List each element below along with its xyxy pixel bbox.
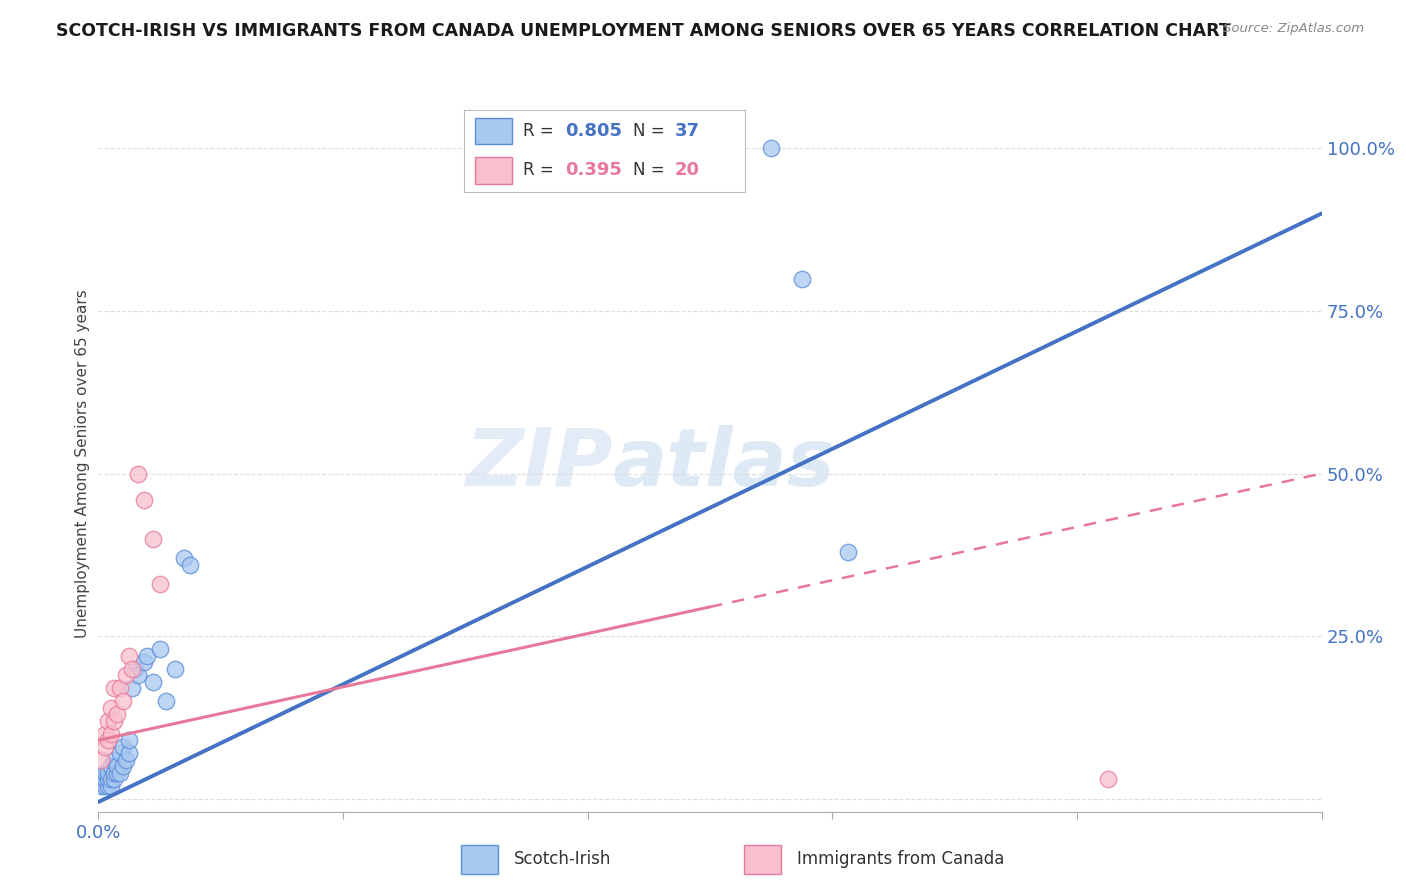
Text: ZIP: ZIP bbox=[465, 425, 612, 503]
Point bbox=[108, 765, 131, 780]
Point bbox=[97, 779, 120, 793]
Point bbox=[105, 759, 128, 773]
Point bbox=[90, 779, 112, 793]
Text: R =: R = bbox=[523, 161, 560, 179]
Point bbox=[111, 694, 134, 708]
Point bbox=[759, 141, 782, 155]
Text: atlas: atlas bbox=[612, 425, 835, 503]
Point bbox=[790, 271, 813, 285]
Y-axis label: Unemployment Among Seniors over 65 years: Unemployment Among Seniors over 65 years bbox=[75, 290, 90, 638]
Text: 0.805: 0.805 bbox=[565, 122, 623, 140]
Text: Source: ZipAtlas.com: Source: ZipAtlas.com bbox=[1223, 22, 1364, 36]
Bar bbox=[475, 118, 512, 145]
Bar bbox=[744, 845, 782, 874]
Point bbox=[105, 707, 128, 722]
Point bbox=[93, 772, 115, 787]
Point bbox=[93, 779, 115, 793]
Point bbox=[134, 492, 156, 507]
Point bbox=[149, 642, 172, 657]
Point bbox=[134, 655, 156, 669]
Point bbox=[121, 662, 143, 676]
Text: SCOTCH-IRISH VS IMMIGRANTS FROM CANADA UNEMPLOYMENT AMONG SENIORS OVER 65 YEARS : SCOTCH-IRISH VS IMMIGRANTS FROM CANADA U… bbox=[56, 22, 1232, 40]
Point bbox=[100, 772, 122, 787]
Point bbox=[97, 765, 120, 780]
Point bbox=[105, 765, 128, 780]
Text: Immigrants from Canada: Immigrants from Canada bbox=[797, 849, 1004, 868]
Point bbox=[121, 681, 143, 695]
Text: Scotch-Irish: Scotch-Irish bbox=[515, 849, 612, 868]
Point bbox=[103, 753, 125, 767]
Point bbox=[115, 668, 138, 682]
Point bbox=[93, 739, 115, 754]
Point bbox=[118, 746, 141, 760]
Point bbox=[97, 714, 120, 728]
Point bbox=[837, 544, 859, 558]
Point bbox=[103, 772, 125, 787]
Point bbox=[103, 765, 125, 780]
Point bbox=[90, 753, 112, 767]
Point bbox=[179, 558, 201, 572]
Point bbox=[103, 681, 125, 695]
Point bbox=[118, 733, 141, 747]
Point bbox=[115, 753, 138, 767]
Point bbox=[93, 765, 115, 780]
Point bbox=[173, 551, 195, 566]
Point bbox=[142, 674, 165, 689]
Point bbox=[108, 681, 131, 695]
Bar bbox=[475, 157, 512, 184]
Point bbox=[111, 739, 134, 754]
Point bbox=[124, 662, 146, 676]
Point bbox=[142, 532, 165, 546]
Point bbox=[163, 662, 186, 676]
Point bbox=[127, 467, 149, 481]
Point bbox=[100, 759, 122, 773]
Text: 0.395: 0.395 bbox=[565, 161, 621, 179]
Point bbox=[100, 700, 122, 714]
Point bbox=[108, 746, 131, 760]
Bar bbox=[461, 845, 498, 874]
Text: 20: 20 bbox=[675, 161, 700, 179]
Point bbox=[90, 772, 112, 787]
Point bbox=[97, 733, 120, 747]
Text: N =: N = bbox=[633, 122, 669, 140]
Point bbox=[149, 577, 172, 591]
Point bbox=[155, 694, 177, 708]
Point bbox=[136, 648, 159, 663]
Point bbox=[118, 648, 141, 663]
Point bbox=[1097, 772, 1119, 787]
Point bbox=[93, 727, 115, 741]
Point bbox=[103, 714, 125, 728]
Text: N =: N = bbox=[633, 161, 669, 179]
Text: R =: R = bbox=[523, 122, 560, 140]
Point bbox=[100, 727, 122, 741]
Point bbox=[111, 759, 134, 773]
Point bbox=[97, 772, 120, 787]
Point bbox=[100, 779, 122, 793]
Text: 37: 37 bbox=[675, 122, 700, 140]
Point bbox=[127, 668, 149, 682]
